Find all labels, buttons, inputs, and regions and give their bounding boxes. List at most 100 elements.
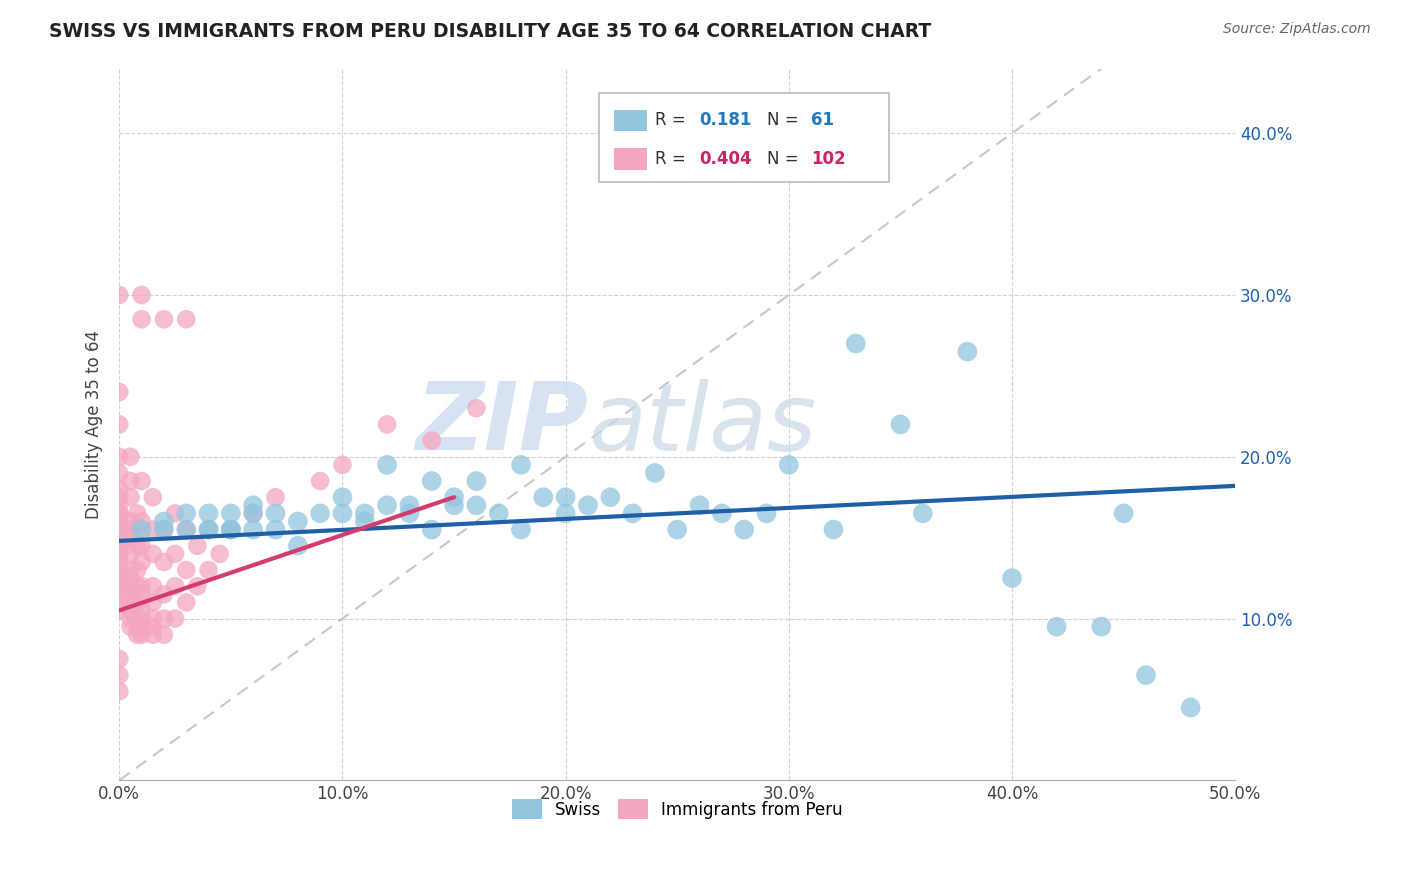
Point xyxy=(823,523,845,537)
Point xyxy=(208,547,231,561)
Point xyxy=(127,611,149,625)
Point xyxy=(120,619,142,633)
Point xyxy=(120,515,142,529)
Point xyxy=(911,507,934,521)
Point xyxy=(1001,571,1024,585)
Point xyxy=(108,587,131,601)
Point xyxy=(332,507,354,521)
Point xyxy=(554,490,576,504)
Point xyxy=(488,507,510,521)
Point xyxy=(733,523,755,537)
FancyBboxPatch shape xyxy=(613,148,647,169)
Text: atlas: atlas xyxy=(588,379,817,470)
Text: 0.404: 0.404 xyxy=(700,150,752,168)
Point xyxy=(465,498,488,512)
Y-axis label: Disability Age 35 to 64: Disability Age 35 to 64 xyxy=(86,330,103,519)
Point xyxy=(153,523,176,537)
Text: N =: N = xyxy=(766,112,799,129)
Point xyxy=(108,652,131,666)
Point xyxy=(332,458,354,472)
Point xyxy=(108,579,131,593)
Point xyxy=(755,507,778,521)
Point xyxy=(142,490,165,504)
Point xyxy=(174,312,197,326)
Point xyxy=(1135,668,1157,682)
Point xyxy=(165,611,187,625)
Text: N =: N = xyxy=(766,150,799,168)
Point xyxy=(420,434,443,448)
Point xyxy=(131,587,153,601)
Point xyxy=(153,312,176,326)
Point xyxy=(108,668,131,682)
Point xyxy=(219,523,242,537)
Point xyxy=(131,603,153,617)
Point xyxy=(108,507,131,521)
Point xyxy=(197,523,219,537)
Point xyxy=(174,523,197,537)
Point xyxy=(332,490,354,504)
Point xyxy=(153,515,176,529)
Point xyxy=(108,571,131,585)
Point xyxy=(219,523,242,537)
Point xyxy=(108,684,131,698)
Point xyxy=(197,523,219,537)
Point xyxy=(131,555,153,569)
Text: 61: 61 xyxy=(811,112,834,129)
Point xyxy=(174,507,197,521)
Point xyxy=(108,531,131,545)
Point xyxy=(120,474,142,488)
Point xyxy=(197,523,219,537)
Point xyxy=(398,498,420,512)
Point xyxy=(127,619,149,633)
Point xyxy=(131,312,153,326)
Point xyxy=(153,611,176,625)
Text: SWISS VS IMMIGRANTS FROM PERU DISABILITY AGE 35 TO 64 CORRELATION CHART: SWISS VS IMMIGRANTS FROM PERU DISABILITY… xyxy=(49,22,931,41)
Point xyxy=(353,515,375,529)
Point xyxy=(131,474,153,488)
Legend: Swiss, Immigrants from Peru: Swiss, Immigrants from Peru xyxy=(505,793,849,825)
Point xyxy=(889,417,911,432)
Point xyxy=(197,507,219,521)
Point xyxy=(131,523,153,537)
Point xyxy=(108,523,131,537)
Point xyxy=(153,628,176,642)
Point xyxy=(309,507,332,521)
Point xyxy=(108,531,131,545)
Point xyxy=(108,288,131,302)
Point xyxy=(165,579,187,593)
Point xyxy=(120,490,142,504)
Point xyxy=(242,507,264,521)
Text: R =: R = xyxy=(655,150,686,168)
Point xyxy=(1090,619,1112,633)
Point xyxy=(142,595,165,609)
Point xyxy=(142,547,165,561)
Point xyxy=(375,417,398,432)
Point xyxy=(127,539,149,553)
Point xyxy=(127,628,149,642)
Point xyxy=(1046,619,1069,633)
Point xyxy=(420,523,443,537)
Text: 102: 102 xyxy=(811,150,846,168)
Point xyxy=(710,507,733,521)
Point xyxy=(127,579,149,593)
Point xyxy=(108,563,131,577)
Point xyxy=(108,563,131,577)
Point xyxy=(108,539,131,553)
Point xyxy=(465,474,488,488)
Point xyxy=(242,507,264,521)
Point xyxy=(621,507,644,521)
Point xyxy=(142,611,165,625)
Point xyxy=(108,507,131,521)
Point xyxy=(131,611,153,625)
Point xyxy=(666,523,689,537)
Point xyxy=(153,587,176,601)
Point xyxy=(510,458,533,472)
Point xyxy=(108,385,131,400)
Point xyxy=(531,490,554,504)
Point xyxy=(264,507,287,521)
Point xyxy=(108,490,131,504)
Point xyxy=(153,555,176,569)
Point xyxy=(108,466,131,480)
Point xyxy=(120,603,142,617)
Point xyxy=(131,539,153,553)
